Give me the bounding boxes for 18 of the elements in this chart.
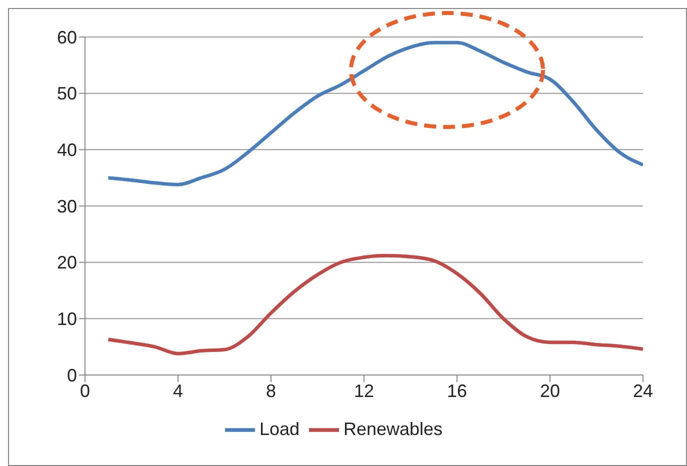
line-series xyxy=(106,40,643,186)
x-tick-label: 0 xyxy=(80,380,90,401)
x-tick-label: 16 xyxy=(446,380,468,401)
x-tick-label: 4 xyxy=(172,380,184,401)
y-tick-label: 20 xyxy=(56,252,77,273)
y-tick-label: 30 xyxy=(56,196,77,216)
legend-label: Load xyxy=(259,418,300,439)
y-tick-label: 0 xyxy=(66,365,77,386)
x-tick-label: 20 xyxy=(540,380,560,401)
x-tick-label: 12 xyxy=(354,380,374,401)
line-series xyxy=(106,254,643,356)
y-tick-label: 60 xyxy=(56,27,77,48)
x-tick-label: 24 xyxy=(632,380,654,401)
legend-label: Renewables xyxy=(343,418,443,439)
x-tick-label: 8 xyxy=(266,380,276,401)
y-tick-label: 50 xyxy=(56,84,77,104)
y-tick-label: 40 xyxy=(56,140,77,160)
y-tick-label: 10 xyxy=(56,309,77,330)
